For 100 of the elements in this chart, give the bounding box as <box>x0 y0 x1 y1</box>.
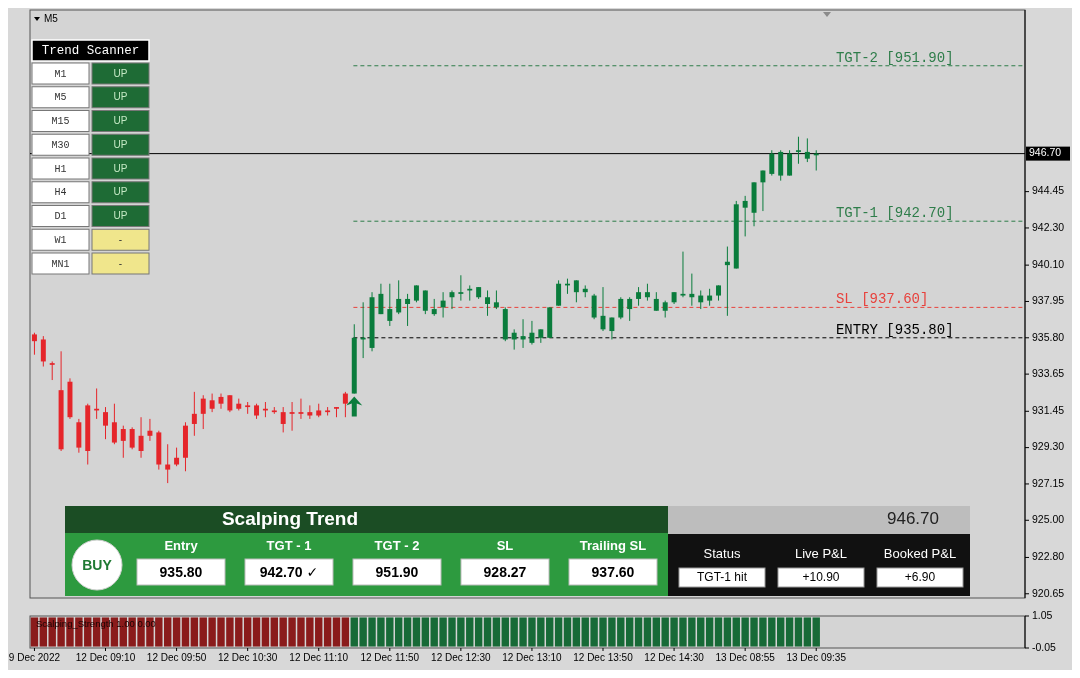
text: UP <box>113 162 128 174</box>
category-label: H4 <box>54 187 67 199</box>
candlestick <box>209 393 215 413</box>
candlestick <box>653 291 659 312</box>
candlestick <box>342 391 348 418</box>
candlestick <box>627 296 633 322</box>
x-tick-label: 12 Dec 13:10 <box>502 652 563 663</box>
x-tick-label: 12 Dec 12:30 <box>431 652 492 663</box>
y-tick-label: 931.45 <box>1032 404 1065 417</box>
text: UP <box>113 186 128 198</box>
y-tick-label: 940.10 <box>1032 257 1065 270</box>
candlestick <box>778 149 784 182</box>
candlestick <box>200 394 206 430</box>
x-tick-label: 12 Dec 11:10 <box>289 652 349 663</box>
y-tick-label: 933.65 <box>1032 366 1065 379</box>
category-label: H1 <box>54 163 67 175</box>
candlestick <box>147 418 153 442</box>
y-tick-label: 944.45 <box>1032 184 1065 197</box>
candlestick <box>600 286 606 332</box>
category-label: M15 <box>51 116 70 128</box>
text: +10.90 <box>802 570 840 585</box>
candlestick <box>529 320 535 346</box>
candlestick <box>458 274 464 302</box>
y-tick-label: 927.15 <box>1032 476 1065 489</box>
candlestick <box>618 296 624 320</box>
ref-line-label: TGT-2 [951.90] <box>835 49 954 66</box>
category-label: M1 <box>54 68 67 80</box>
text: 951.90 <box>375 563 419 580</box>
text: UP <box>113 210 128 222</box>
text: Scalping Trend <box>221 508 359 530</box>
candlestick <box>405 293 411 327</box>
category-label: MN1 <box>51 258 70 270</box>
candlestick <box>636 286 642 307</box>
category-label: W1 <box>54 234 67 246</box>
category-label: Trailing SL <box>579 538 647 554</box>
y-tick-label: 925.00 <box>1032 513 1065 526</box>
ref-line-label: TGT-1 [942.70] <box>835 205 954 222</box>
candlestick <box>129 426 135 450</box>
category-label: Status <box>703 546 741 562</box>
x-tick-label: 12 Dec 09:10 <box>75 652 136 663</box>
text: - <box>118 233 123 245</box>
text: Trend Scanner <box>41 44 140 59</box>
y-tick-label: 929.30 <box>1032 440 1065 453</box>
y-tick-label: 920.65 <box>1032 586 1065 599</box>
y-tick-label: 922.80 <box>1032 550 1065 563</box>
candlestick <box>138 416 144 459</box>
candlestick <box>120 425 126 459</box>
annotation: BUY <box>82 556 113 573</box>
category-label: M5 <box>54 92 67 104</box>
candlestick <box>165 443 171 484</box>
candlestick <box>804 137 810 163</box>
candlestick <box>742 195 748 237</box>
y-tick-label: 937.95 <box>1032 294 1065 307</box>
text: +6.90 <box>904 570 936 585</box>
category-label: Live P&L <box>794 546 848 562</box>
candlestick <box>174 447 180 467</box>
y-tick-label: 1.05 <box>1032 608 1053 621</box>
candlestick <box>40 335 46 368</box>
x-tick-label: 12 Dec 09:50 <box>146 652 207 663</box>
category-label: SL <box>496 538 514 554</box>
candlestick <box>280 406 286 433</box>
category-label: TGT - 2 <box>374 538 420 554</box>
y-tick-label: 942.30 <box>1032 220 1065 233</box>
text: TGT-1 hit <box>696 570 748 585</box>
candlestick <box>111 403 117 445</box>
round-button: BUY <box>71 539 123 591</box>
y-tick-label: -0.05 <box>1032 640 1057 653</box>
text: 937.60 <box>591 563 635 580</box>
category-label: M30 <box>51 139 70 151</box>
x-tick-label: 9 Dec 2022 <box>8 652 61 663</box>
ref-line-label: SL [937.60] <box>835 291 929 308</box>
x-tick-label: 12 Dec 10:30 <box>217 652 278 663</box>
x-tick-label: 13 Dec 08:55 <box>715 652 776 663</box>
candlestick <box>449 289 455 310</box>
candlestick <box>573 279 579 303</box>
category-label: TGT - 1 <box>266 538 312 554</box>
candlestick <box>49 360 55 381</box>
candlestick <box>396 279 402 315</box>
candlestick <box>485 289 491 317</box>
candlestick <box>787 149 793 177</box>
candlestick <box>298 398 304 420</box>
candlestick <box>493 289 499 310</box>
x-tick-label: 12 Dec 13:50 <box>573 652 634 663</box>
x-tick-label: 12 Dec 11:50 <box>360 652 420 663</box>
text: 935.80 <box>159 563 203 580</box>
candlestick <box>591 293 597 320</box>
candlestick <box>769 149 775 177</box>
candlestick <box>760 170 766 212</box>
annotation: 946.70 <box>887 509 939 529</box>
candlestick <box>422 289 428 315</box>
text: 942.70 ✓ <box>259 563 319 580</box>
candlestick <box>103 406 108 440</box>
candlestick <box>31 332 37 356</box>
ref-line-label: ENTRY [935.80] <box>835 321 954 338</box>
category-label: D1 <box>54 211 67 223</box>
text: UP <box>113 115 128 127</box>
candlestick <box>680 251 686 298</box>
category-label: Booked P&L <box>883 546 957 562</box>
x-tick-label: 12 Dec 14:30 <box>644 652 705 663</box>
text: UP <box>113 91 128 103</box>
